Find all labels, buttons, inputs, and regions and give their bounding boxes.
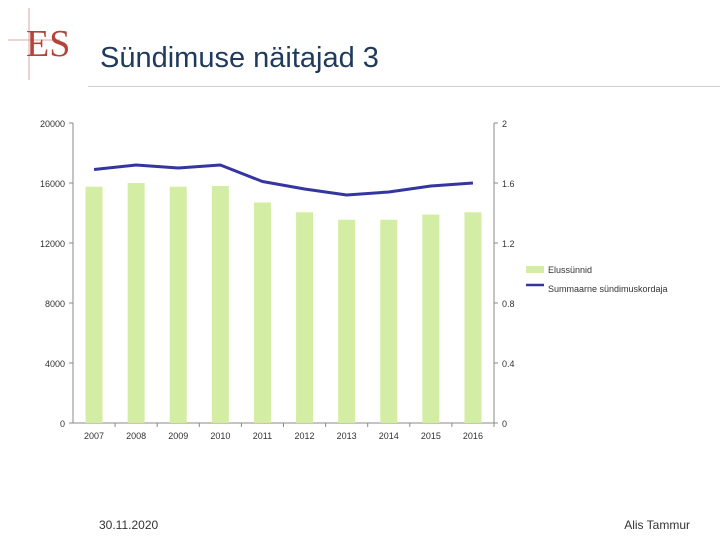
logo-letters: ES — [26, 23, 70, 65]
y-left-tick-label: 4000 — [45, 359, 65, 369]
y-right-tick-label: 0.8 — [502, 299, 515, 309]
legend-label-elussunnid: Elussünnid — [548, 265, 592, 275]
bar-elussunnid-2013 — [338, 219, 356, 423]
y-right-tick-label: 1.6 — [502, 179, 515, 189]
bar-elussunnid-2007 — [85, 186, 103, 423]
footer-author: Alis Tammur — [624, 518, 690, 532]
y-left-tick-label: 20000 — [40, 119, 65, 129]
y-right-tick-label: 2 — [502, 119, 507, 129]
x-tick-label: 2016 — [463, 431, 483, 441]
bar-elussunnid-2012 — [296, 212, 314, 423]
y-left-tick-label: 12000 — [40, 239, 65, 249]
bar-elussunnid-2015 — [422, 214, 440, 423]
page-title: Sündimuse näitajad 3 — [100, 42, 379, 74]
x-tick-label: 2013 — [337, 431, 357, 441]
x-tick-label: 2010 — [210, 431, 230, 441]
legend-label-summaarne: Summaarne sündimuskordaja — [548, 284, 668, 294]
footer-date: 30.11.2020 — [99, 518, 159, 532]
x-tick-label: 2009 — [168, 431, 188, 441]
y-left-tick-label: 8000 — [45, 299, 65, 309]
title-divider — [88, 86, 720, 87]
bar-elussunnid-2008 — [127, 183, 145, 423]
x-tick-label: 2011 — [253, 431, 272, 441]
bar-elussunnid-2016 — [464, 212, 482, 423]
y-left-tick-label: 0 — [60, 419, 65, 429]
bar-elussunnid-2011 — [253, 202, 271, 423]
y-right-tick-label: 0 — [502, 419, 507, 429]
x-tick-label: 2012 — [295, 431, 315, 441]
bar-elussunnid-2010 — [211, 186, 229, 423]
x-tick-label: 2014 — [379, 431, 399, 441]
y-right-tick-label: 0.4 — [502, 359, 515, 369]
bar-elussunnid-2014 — [380, 219, 398, 423]
bar-elussunnid-2009 — [169, 186, 187, 423]
legend-swatch-elussunnid — [526, 266, 544, 273]
es-logo: ES — [8, 8, 70, 80]
line-summaarne-sundimuskordaja — [93, 163, 474, 197]
x-tick-label: 2015 — [421, 431, 441, 441]
y-left-tick-label: 16000 — [40, 179, 65, 189]
x-tick-label: 2007 — [84, 431, 104, 441]
x-tick-label: 2008 — [126, 431, 146, 441]
y-right-tick-label: 1.2 — [502, 239, 515, 249]
